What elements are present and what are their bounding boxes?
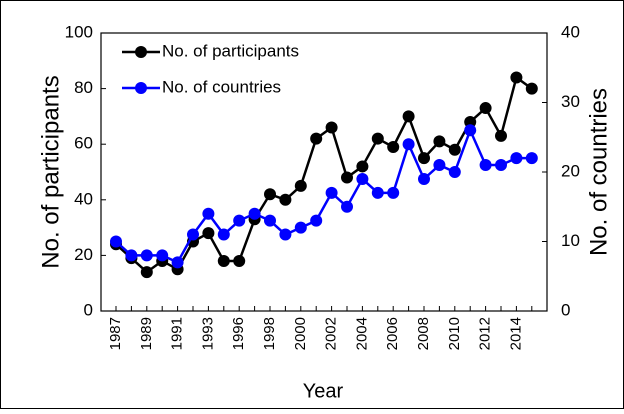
point	[217, 254, 230, 267]
x-tick-label: 2002	[323, 317, 340, 350]
point	[310, 214, 323, 227]
point	[464, 124, 477, 137]
x-axis-label: Year	[303, 380, 344, 402]
point	[110, 235, 122, 248]
point	[341, 171, 353, 184]
legend-label: No. of countries	[162, 77, 281, 96]
point	[525, 82, 538, 95]
point	[418, 152, 430, 165]
point	[387, 186, 400, 199]
point	[264, 214, 276, 227]
y-tick-label: 100	[65, 22, 93, 41]
point	[402, 110, 415, 123]
point	[510, 152, 523, 165]
point	[294, 179, 307, 192]
point	[325, 186, 338, 199]
x-tick-label: 2012	[477, 317, 494, 350]
x-tick-label: 1987	[107, 317, 124, 350]
point	[187, 228, 199, 241]
point	[279, 193, 292, 206]
point	[171, 256, 184, 269]
point	[464, 115, 477, 128]
x-tick-label: 2008	[415, 317, 432, 350]
y-tick-label: 80	[74, 78, 93, 97]
point	[325, 121, 338, 134]
y-tick-label: 60	[74, 134, 93, 153]
x-tick-label: 1991	[169, 317, 186, 350]
y-tick-label: 40	[74, 189, 93, 208]
point	[479, 102, 492, 115]
x-tick-label: 2010	[446, 317, 463, 350]
point	[202, 207, 215, 220]
point	[140, 249, 153, 262]
point	[495, 159, 507, 172]
point	[371, 186, 384, 199]
point	[341, 200, 353, 213]
point	[202, 227, 215, 240]
x-tick-label: 1996	[230, 317, 247, 350]
y2-tick-label: 40	[561, 22, 580, 41]
y2-axis-label: No. of countries	[585, 88, 612, 256]
point	[248, 207, 261, 220]
point	[479, 159, 492, 172]
point	[233, 214, 246, 227]
series-line	[115, 75, 533, 274]
point	[448, 166, 461, 178]
x-tick-label: 1998	[261, 317, 278, 350]
x-tick-label: 2014	[507, 317, 524, 350]
point	[233, 254, 246, 267]
point	[140, 266, 153, 279]
point	[279, 228, 292, 241]
point	[125, 249, 138, 262]
x-tick-label: 1993	[199, 317, 216, 350]
point	[356, 160, 369, 173]
y2-tick-label: 10	[561, 231, 580, 250]
y-tick-label: 20	[74, 245, 93, 264]
x-tick-label: 2004	[353, 317, 370, 350]
point	[387, 140, 400, 153]
point	[356, 172, 369, 185]
y2-tick-label: 0	[561, 300, 570, 319]
y-tick-label: 0	[84, 300, 93, 319]
point	[217, 228, 230, 241]
x-tick-label: 2006	[384, 317, 401, 350]
point	[448, 143, 461, 156]
point	[495, 129, 507, 142]
y2-tick-label: 30	[561, 92, 580, 111]
point	[156, 249, 169, 262]
point	[294, 221, 307, 234]
series-line	[115, 126, 532, 264]
legend-label: No. of participants	[162, 41, 299, 60]
point	[402, 138, 415, 151]
y-axis-label: No. of participants	[37, 75, 64, 268]
x-tick-label: 2000	[292, 317, 309, 350]
point	[510, 71, 523, 84]
point	[418, 172, 430, 185]
point	[433, 159, 446, 172]
point	[310, 132, 323, 145]
point	[525, 152, 538, 165]
x-tick-label: 1989	[138, 317, 155, 350]
legend-marker	[135, 46, 147, 58]
legend-marker	[135, 82, 147, 94]
y2-tick-label: 20	[561, 161, 580, 180]
point	[433, 135, 446, 148]
point	[371, 132, 384, 145]
point	[264, 188, 276, 201]
